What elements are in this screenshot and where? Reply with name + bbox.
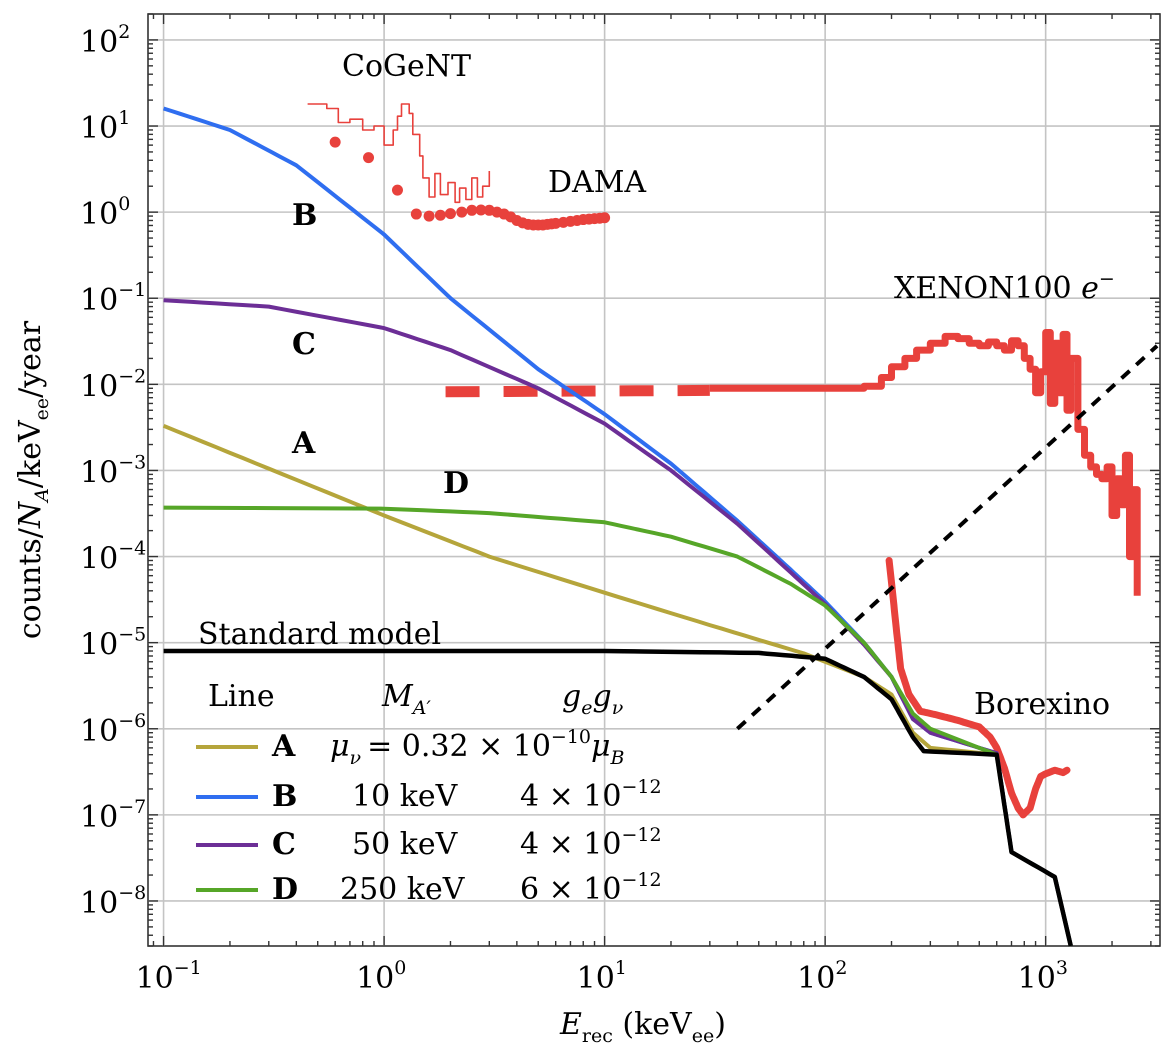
label-series-b: B [292, 198, 317, 233]
experiment-xenon100-e-dashed- [445, 384, 710, 398]
label-dama: DAMA [548, 165, 646, 200]
tick-labels: 10−1 100 101 102 103 10−8 10−7 10−6 10−5 10−4 10−3… [80, 21, 1068, 996]
y-axis-title: counts/NA/keVee/year [13, 320, 53, 639]
y-tick-label-10: 102 [80, 21, 130, 60]
label-standard-model: Standard model [198, 617, 441, 652]
x-axis-title: Erec (keVee) [559, 1007, 726, 1047]
y-tick-label-5: 10−3 [80, 451, 146, 490]
experiment-dama-point [410, 208, 422, 220]
experiment-cogent-points-point [391, 184, 403, 196]
axis-ticks [148, 13, 1160, 947]
y-tick-label-9: 101 [80, 107, 130, 146]
experiment-xenon100-e- [709, 329, 1141, 596]
experiment-borexino [885, 557, 1071, 819]
experiment-cogent-points-point [329, 136, 341, 148]
y-tick-label-2: 10−6 [80, 710, 146, 749]
model-curves [162, 106, 1073, 947]
legend: Line MA′ gegν A μν = 0.32 × 10−10μB B 10 … [196, 679, 662, 907]
legend-header-line: Line [208, 679, 275, 714]
legend-mass-b: 10 keV [352, 779, 459, 814]
y-tick-label-0: 10−8 [80, 882, 146, 921]
label-series-c: C [292, 327, 316, 362]
x-tick-label-0: 10−1 [136, 957, 202, 996]
x-tick-label-3: 102 [797, 957, 847, 996]
y-tick-label-8: 100 [80, 193, 130, 232]
legend-header-coupling: gegν [562, 679, 624, 719]
legend-key-b: B [272, 779, 297, 814]
x-tick-label-4: 103 [1018, 957, 1068, 996]
label-borexino: Borexino [974, 687, 1110, 722]
x-tick-label-1: 100 [356, 957, 406, 996]
y-tick-label-4: 10−4 [80, 538, 146, 577]
experiment-dama-point [434, 209, 446, 221]
legend-coupling-c: 4 × 10−12 [520, 824, 662, 862]
label-series-a: A [291, 426, 316, 461]
experiment-dama-point [466, 204, 478, 216]
legend-mass-c: 50 keV [352, 827, 459, 862]
experiment-dama-point [456, 206, 468, 218]
experiment-cogent [307, 103, 491, 204]
experiment-curves [307, 103, 1159, 819]
label-cogent: CoGeNT [342, 49, 471, 84]
series-standard-model [163, 648, 1073, 947]
experiment-dama-point [444, 208, 456, 220]
grid-lines [148, 14, 1160, 946]
experiment-dama-point [423, 210, 435, 222]
experiment-dama-point [475, 204, 487, 216]
legend-key-d: D [272, 872, 298, 907]
legend-key-c: C [272, 827, 296, 862]
experiment-cogent-points-point [363, 152, 375, 164]
legend-mass-d: 250 keV [340, 872, 466, 907]
experiment-reference [736, 344, 1159, 731]
legend-key-a: A [271, 729, 296, 764]
y-tick-label-1: 10−7 [80, 796, 146, 835]
x-tick-label-2: 101 [577, 957, 627, 996]
y-tick-label-7: 10−1 [80, 279, 146, 318]
y-tick-label-3: 10−5 [80, 624, 146, 663]
legend-coupling-d: 6 × 10−12 [520, 869, 662, 907]
legend-coupling-b: 4 × 10−12 [520, 776, 662, 814]
label-xenon: XENON100 e− [894, 268, 1115, 306]
experiment-dama-point [599, 212, 611, 224]
label-series-d: D [443, 466, 469, 501]
y-tick-label-6: 10−2 [80, 365, 146, 404]
legend-value-a: μν = 0.32 × 10−10μB [330, 726, 625, 769]
plot-frame [147, 13, 1161, 947]
legend-header-mass: MA′ [381, 679, 431, 719]
